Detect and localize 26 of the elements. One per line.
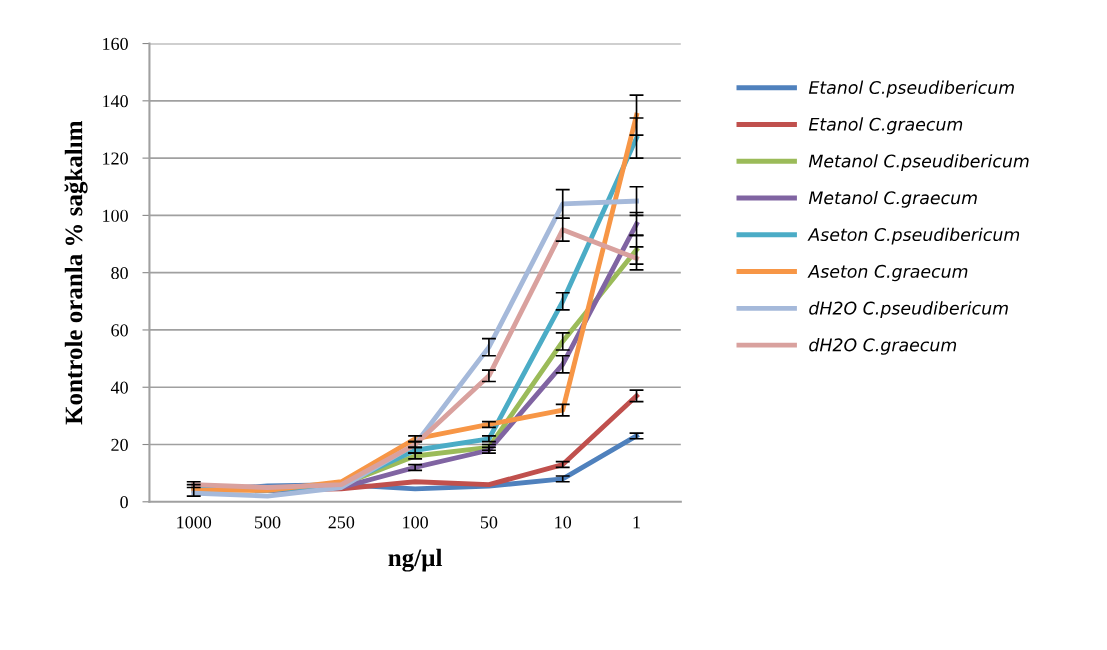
x-tick-label: 1000 — [177, 516, 212, 529]
legend-label: Metanol C.pseudibericum — [808, 154, 1029, 171]
y-tick-label: 100 — [103, 209, 128, 222]
legend-label: Etanol C.pseudibericum — [808, 80, 1014, 98]
y-tick-label: 40 — [110, 381, 128, 394]
legend-label: Aseton C.graecum — [807, 264, 968, 282]
x-tick-label: 50 — [480, 516, 498, 529]
y-tick-label: 20 — [111, 438, 128, 451]
legend-label: Etanol C.graecum — [808, 117, 963, 135]
x-axis-title: ng/µl — [388, 548, 443, 572]
y-axis-title: Kontrole oranla % sağkalım — [64, 120, 88, 425]
legend-label: dH2O C.graecum — [809, 337, 957, 355]
x-tick-label: 10 — [555, 516, 572, 529]
y-tick-label: 120 — [103, 152, 128, 165]
y-tick-label: 160 — [103, 37, 128, 50]
legend-label: Metanol C.graecum — [808, 190, 977, 208]
legend-label: Aseton C.pseudibericum — [807, 227, 1020, 245]
y-tick-label: 60 — [111, 324, 128, 337]
x-tick-label: 100 — [403, 516, 428, 529]
x-tick-label: 250 — [328, 516, 355, 529]
x-tick-label: 1 — [633, 516, 640, 529]
legend-label: dH2O C.pseudibericum — [809, 301, 1008, 319]
y-tick-label: 80 — [111, 266, 128, 280]
x-tick-label: 500 — [255, 516, 281, 529]
y-tick-label: 0 — [120, 496, 128, 509]
y-tick-label: 140 — [103, 95, 128, 108]
